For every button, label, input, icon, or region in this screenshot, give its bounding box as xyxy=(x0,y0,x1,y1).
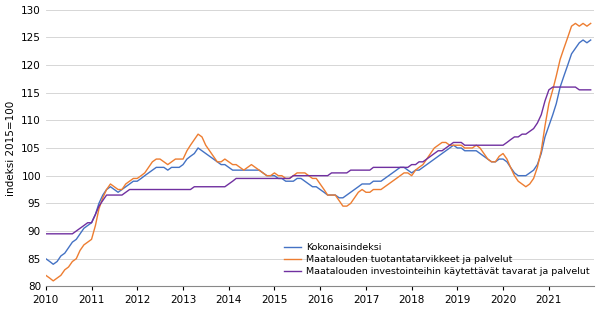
Legend: Kokonaisindeksi, Maatalouden tuotantatarvikkeet ja palvelut, Maatalouden investo: Kokonaisindeksi, Maatalouden tuotantatar… xyxy=(284,244,590,276)
Line: Maatalouden investointeihin käytettävät tavarat ja palvelut: Maatalouden investointeihin käytettävät … xyxy=(46,87,590,234)
Line: Maatalouden tuotantatarvikkeet ja palvelut: Maatalouden tuotantatarvikkeet ja palvel… xyxy=(46,23,590,281)
Line: Kokonaisindeksi: Kokonaisindeksi xyxy=(46,40,590,264)
Y-axis label: indeksi 2015=100: indeksi 2015=100 xyxy=(5,100,16,196)
